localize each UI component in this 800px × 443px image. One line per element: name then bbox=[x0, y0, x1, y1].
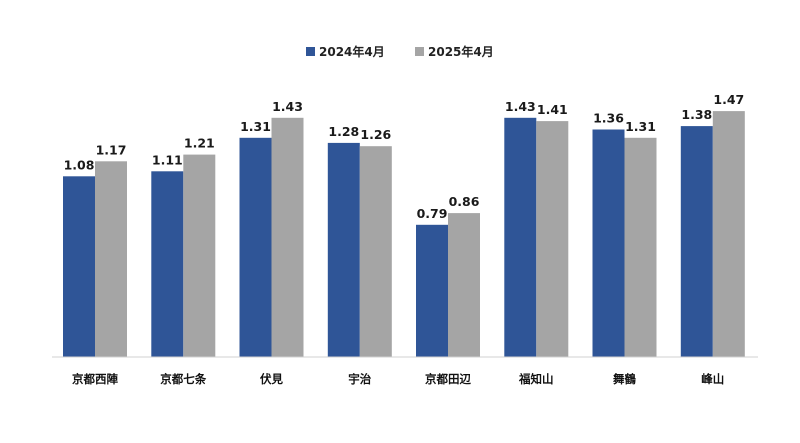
bar-2025-4 bbox=[448, 213, 480, 357]
category-label-6: 舞鶴 bbox=[613, 372, 636, 386]
data-label-2024-4: 0.79 bbox=[417, 206, 448, 221]
category-label-3: 宇治 bbox=[348, 372, 371, 386]
category-label-1: 京都七条 bbox=[160, 372, 206, 386]
data-label-2025-7: 1.47 bbox=[713, 92, 744, 107]
bar-2025-0 bbox=[95, 161, 127, 357]
data-label-2025-3: 1.26 bbox=[360, 127, 391, 142]
category-label-0: 京都西陣 bbox=[72, 372, 118, 386]
bar-2024-6 bbox=[592, 129, 625, 357]
legend-label-2024: 2024年4月 bbox=[319, 44, 385, 59]
bar-2024-1 bbox=[151, 171, 184, 357]
data-label-2024-3: 1.28 bbox=[328, 124, 359, 139]
bar-2024-4 bbox=[416, 224, 448, 357]
bar-2025-1 bbox=[183, 154, 216, 357]
bar-2025-7 bbox=[712, 111, 745, 357]
bar-2024-0 bbox=[63, 176, 95, 357]
bar-2024-5 bbox=[504, 117, 537, 357]
category-label-7: 峰山 bbox=[701, 372, 724, 386]
bar-2024-7 bbox=[680, 126, 713, 357]
legend-swatch-2024 bbox=[306, 47, 315, 56]
data-label-2025-5: 1.41 bbox=[537, 102, 568, 117]
bar-2025-3 bbox=[359, 146, 392, 357]
bar-2025-2 bbox=[271, 117, 304, 357]
legend-label-2025: 2025年4月 bbox=[428, 44, 494, 59]
bar-2024-2 bbox=[239, 137, 272, 357]
data-label-2024-2: 1.31 bbox=[240, 119, 271, 134]
data-label-2024-7: 1.38 bbox=[681, 107, 712, 122]
bar-2025-6 bbox=[624, 137, 657, 357]
data-label-2025-6: 1.31 bbox=[625, 119, 656, 134]
bar-2025-5 bbox=[536, 121, 569, 357]
data-label-2024-5: 1.43 bbox=[505, 99, 536, 114]
legend: 2024年4月 2025年4月 bbox=[306, 44, 494, 59]
data-label-2024-1: 1.11 bbox=[152, 152, 183, 167]
data-label-2024-6: 1.36 bbox=[593, 111, 624, 126]
legend-swatch-2025 bbox=[415, 47, 424, 56]
category-label-5: 福知山 bbox=[518, 372, 554, 386]
data-label-2025-1: 1.21 bbox=[184, 136, 215, 151]
data-label-2025-4: 0.86 bbox=[449, 194, 480, 209]
data-label-2025-0: 1.17 bbox=[96, 142, 127, 157]
data-label-2025-2: 1.43 bbox=[272, 99, 303, 114]
bar-2024-3 bbox=[327, 142, 360, 357]
category-label-4: 京都田辺 bbox=[425, 372, 471, 386]
data-label-2024-0: 1.08 bbox=[64, 157, 95, 172]
category-label-2: 伏見 bbox=[260, 372, 283, 386]
